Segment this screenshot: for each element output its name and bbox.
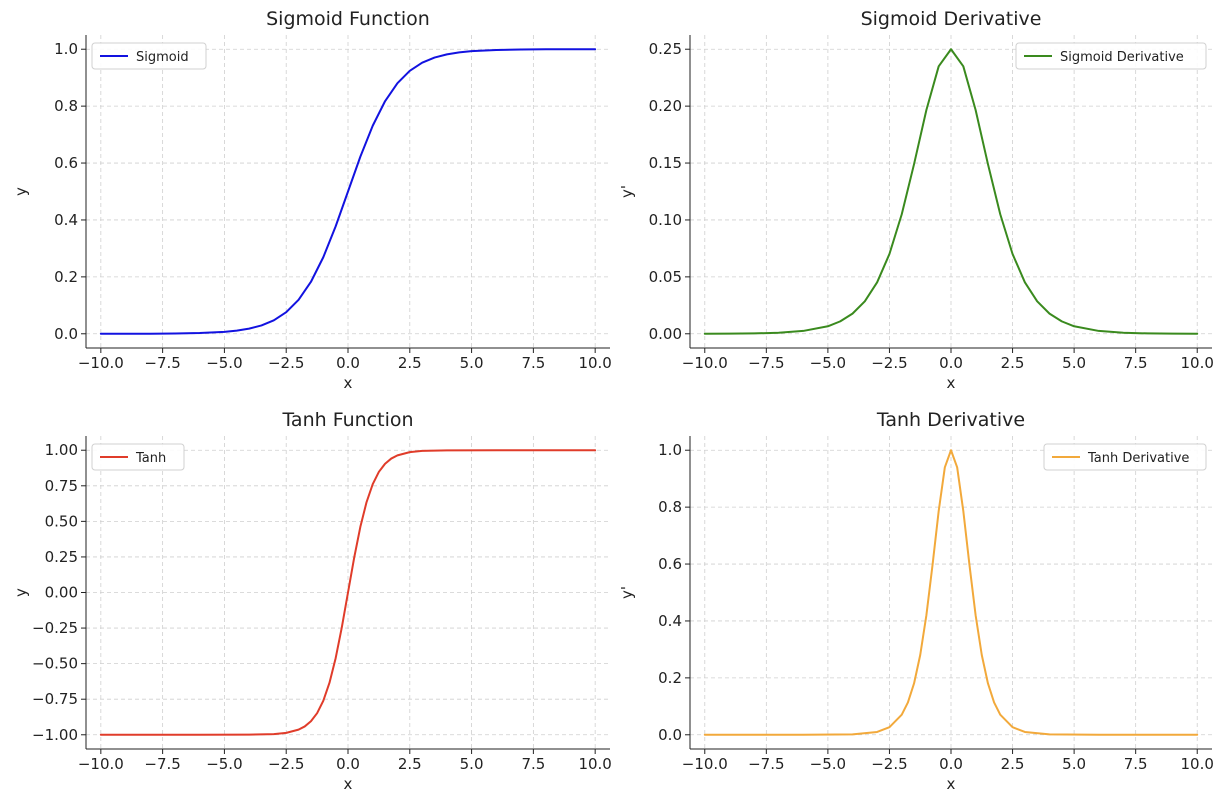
x-tick-label: 7.5 [521,755,545,773]
legend-box [91,42,207,70]
y-tick-label: 0.25 [649,40,682,58]
x-tick-label: −2.5 [268,354,304,372]
y-tick-label: 0.4 [54,211,78,229]
y-tick-label: 0.50 [45,512,78,530]
y-tick-label: 0.0 [658,726,682,744]
y-axis-label: y [12,588,30,597]
x-tick-label: −2.5 [871,755,907,773]
legend: Sigmoid [91,42,207,70]
x-tick-label: −2.5 [871,354,907,372]
chart-title: Tanh Derivative [876,409,1025,431]
x-tick-label: −10.0 [682,755,728,773]
legend-label: Tanh Derivative [1087,451,1189,466]
x-tick-label: 10.0 [578,755,611,773]
y-tick-label: −0.75 [32,690,78,708]
legend-box [1015,42,1207,70]
x-tick-label: 10.0 [1181,354,1214,372]
x-axis-label: x [344,374,353,392]
x-tick-label: −5.0 [206,755,242,773]
x-tick-label: 0.0 [939,755,963,773]
legend: Tanh Derivative [1043,443,1207,471]
x-tick-label: 0.0 [336,755,360,773]
x-tick-label: 2.5 [1001,354,1025,372]
x-tick-label: 7.5 [1124,354,1148,372]
y-tick-label: 0.6 [658,555,682,573]
y-tick-label: 0.2 [658,669,682,687]
x-tick-label: −2.5 [268,755,304,773]
chart-title: Sigmoid Derivative [861,8,1042,30]
y-tick-label: 1.00 [45,441,78,459]
x-tick-label: 2.5 [398,755,422,773]
y-axis-label: y' [618,586,636,599]
y-tick-label: 0.00 [649,325,682,343]
x-tick-label: −10.0 [78,755,124,773]
x-axis-label: x [947,374,956,392]
x-tick-label: −7.5 [144,354,180,372]
y-tick-label: 0.10 [649,211,682,229]
y-tick-label: −0.50 [32,655,78,673]
y-tick-label: 0.25 [45,548,78,566]
x-tick-label: 10.0 [1181,755,1214,773]
x-axis-label: x [947,775,956,793]
chart-title: Sigmoid Function [266,8,430,30]
x-tick-label: −7.5 [748,755,784,773]
x-tick-label: 5.0 [1062,354,1086,372]
x-tick-label: 0.0 [336,354,360,372]
x-tick-label: 2.5 [398,354,422,372]
y-tick-label: 0.2 [54,268,78,286]
x-tick-label: 2.5 [1001,755,1025,773]
y-axis-label: y [12,187,30,196]
x-tick-label: −10.0 [682,354,728,372]
legend: Sigmoid Derivative [1015,42,1207,70]
series-line-sigmoid [99,48,597,335]
y-tick-label: 0.8 [658,498,682,516]
series-line-tanh-derivative [703,449,1199,736]
legend-label: Tanh [135,451,166,466]
x-tick-label: 7.5 [521,354,545,372]
y-tick-label: 0.6 [54,154,78,172]
y-tick-label: −1.00 [32,726,78,744]
x-tick-label: 5.0 [460,354,484,372]
y-tick-label: 0.15 [649,154,682,172]
x-tick-label: −7.5 [748,354,784,372]
x-tick-label: −5.0 [206,354,242,372]
x-tick-label: 7.5 [1124,755,1148,773]
chart-panel-2: −10.0 −7.5 −5.0 −2.5 0.0 2.5 5.0 7.5 10.0 0.00 0.0… [618,8,1214,392]
series-line-sigmoid-derivative [703,48,1199,335]
chart-panel-4: −10.0 −7.5 −5.0 −2.5 0.0 2.5 5.0 7.5 10.0 0.0 0.2 0… [618,409,1214,793]
y-tick-label: 0.20 [649,97,682,115]
y-tick-label: 1.0 [54,40,78,58]
legend: Tanh [91,443,185,471]
x-tick-label: −7.5 [144,755,180,773]
y-axis-label: y' [618,185,636,198]
x-tick-label: −5.0 [810,755,846,773]
x-tick-label: 0.0 [939,354,963,372]
chart-panel-3: −10.0 −7.5 −5.0 −2.5 0.0 2.5 5.0 7.5 10.0 −1.00 −0… [12,409,612,793]
legend-box [1043,443,1207,471]
y-tick-label: 0.05 [649,268,682,286]
legend-label: Sigmoid Derivative [1060,50,1184,65]
legend-label: Sigmoid [136,50,189,65]
y-tick-label: 0.00 [45,584,78,602]
x-tick-label: −5.0 [810,354,846,372]
x-tick-label: −10.0 [78,354,124,372]
x-tick-label: 5.0 [460,755,484,773]
y-tick-label: 1.0 [658,441,682,459]
legend-box [91,443,185,471]
y-tick-label: 0.4 [658,612,682,630]
x-tick-label: 5.0 [1062,755,1086,773]
y-tick-label: −0.25 [32,619,78,637]
y-tick-label: 0.75 [45,477,78,495]
chart-title: Tanh Function [281,409,413,431]
y-tick-label: 0.8 [54,97,78,115]
y-tick-label: 0.0 [54,325,78,343]
x-tick-label: 10.0 [578,354,611,372]
chart-panel-1: −10.0 −7.5 −5.0 −2.5 0.0 2.5 5.0 7.5 10.0 0.0 0.2 0… [12,8,612,392]
series-line-tanh [99,449,597,736]
x-axis-label: x [344,775,353,793]
